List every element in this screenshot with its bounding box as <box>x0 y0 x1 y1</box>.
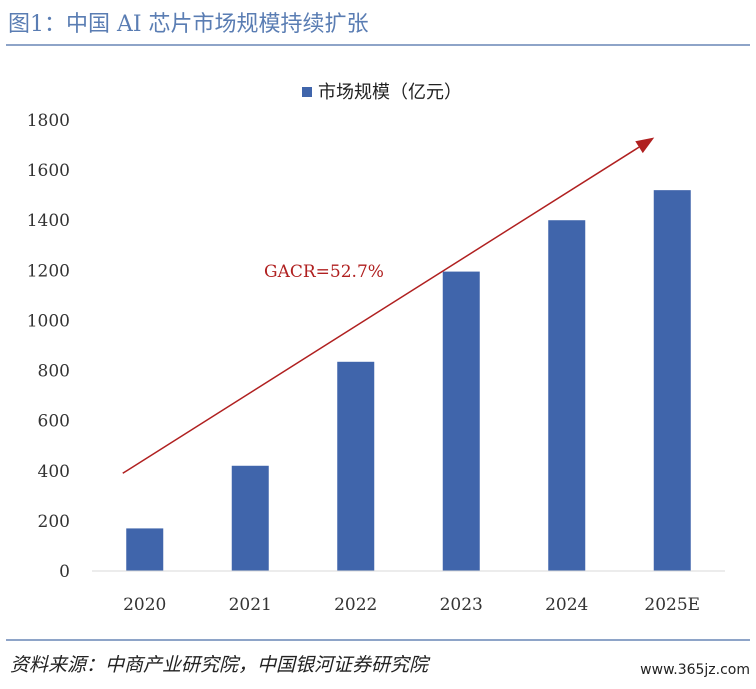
watermark: www.365jz.com <box>640 662 750 678</box>
growth-arrow <box>122 146 640 474</box>
y-tick-label: 800 <box>38 362 70 382</box>
legend-label: 市场规模（亿元） <box>318 82 462 103</box>
bar <box>548 220 586 571</box>
bar <box>126 528 164 571</box>
y-tick-label: 400 <box>38 462 70 482</box>
bar <box>653 190 691 571</box>
y-axis: 0 200 400 600 800 1000 1200 1400 1600 1800 <box>27 111 70 582</box>
growth-annotation: GACR=52.7% <box>122 137 655 474</box>
bar <box>337 361 375 571</box>
bar <box>231 465 269 571</box>
footer-divider <box>6 639 750 641</box>
bar <box>442 271 480 571</box>
y-tick-label: 1600 <box>27 161 70 181</box>
y-tick-label: 600 <box>38 412 70 432</box>
bar-chart: 市场规模（亿元） 0 200 400 600 800 1000 1200 1400 1600 18… <box>27 82 725 615</box>
y-tick-label: 1000 <box>27 311 70 331</box>
figure-title: 图1：中国 AI 芯片市场规模持续扩张 <box>8 12 369 37</box>
x-tick-label: 2021 <box>229 595 272 615</box>
x-tick-label: 2025E <box>644 595 700 615</box>
source-note: 资料来源：中商产业研究院，中国银河证券研究院 <box>10 654 429 676</box>
x-tick-label: 2023 <box>440 595 483 615</box>
arrow-head <box>635 137 655 154</box>
title-divider <box>6 44 750 46</box>
legend-swatch <box>302 87 312 97</box>
y-tick-label: 1800 <box>27 111 70 131</box>
legend: 市场规模（亿元） <box>302 82 462 103</box>
bars <box>126 190 691 571</box>
y-tick-label: 1400 <box>27 211 70 231</box>
x-tick-label: 2020 <box>123 595 166 615</box>
y-tick-label: 200 <box>38 512 70 532</box>
x-axis: 2020 2021 2022 2023 2024 2025E <box>123 595 700 615</box>
x-tick-label: 2024 <box>545 595 588 615</box>
y-tick-label: 0 <box>59 562 70 582</box>
x-tick-label: 2022 <box>334 595 377 615</box>
growth-rate-label: GACR=52.7% <box>264 262 384 282</box>
y-tick-label: 1200 <box>27 261 70 281</box>
